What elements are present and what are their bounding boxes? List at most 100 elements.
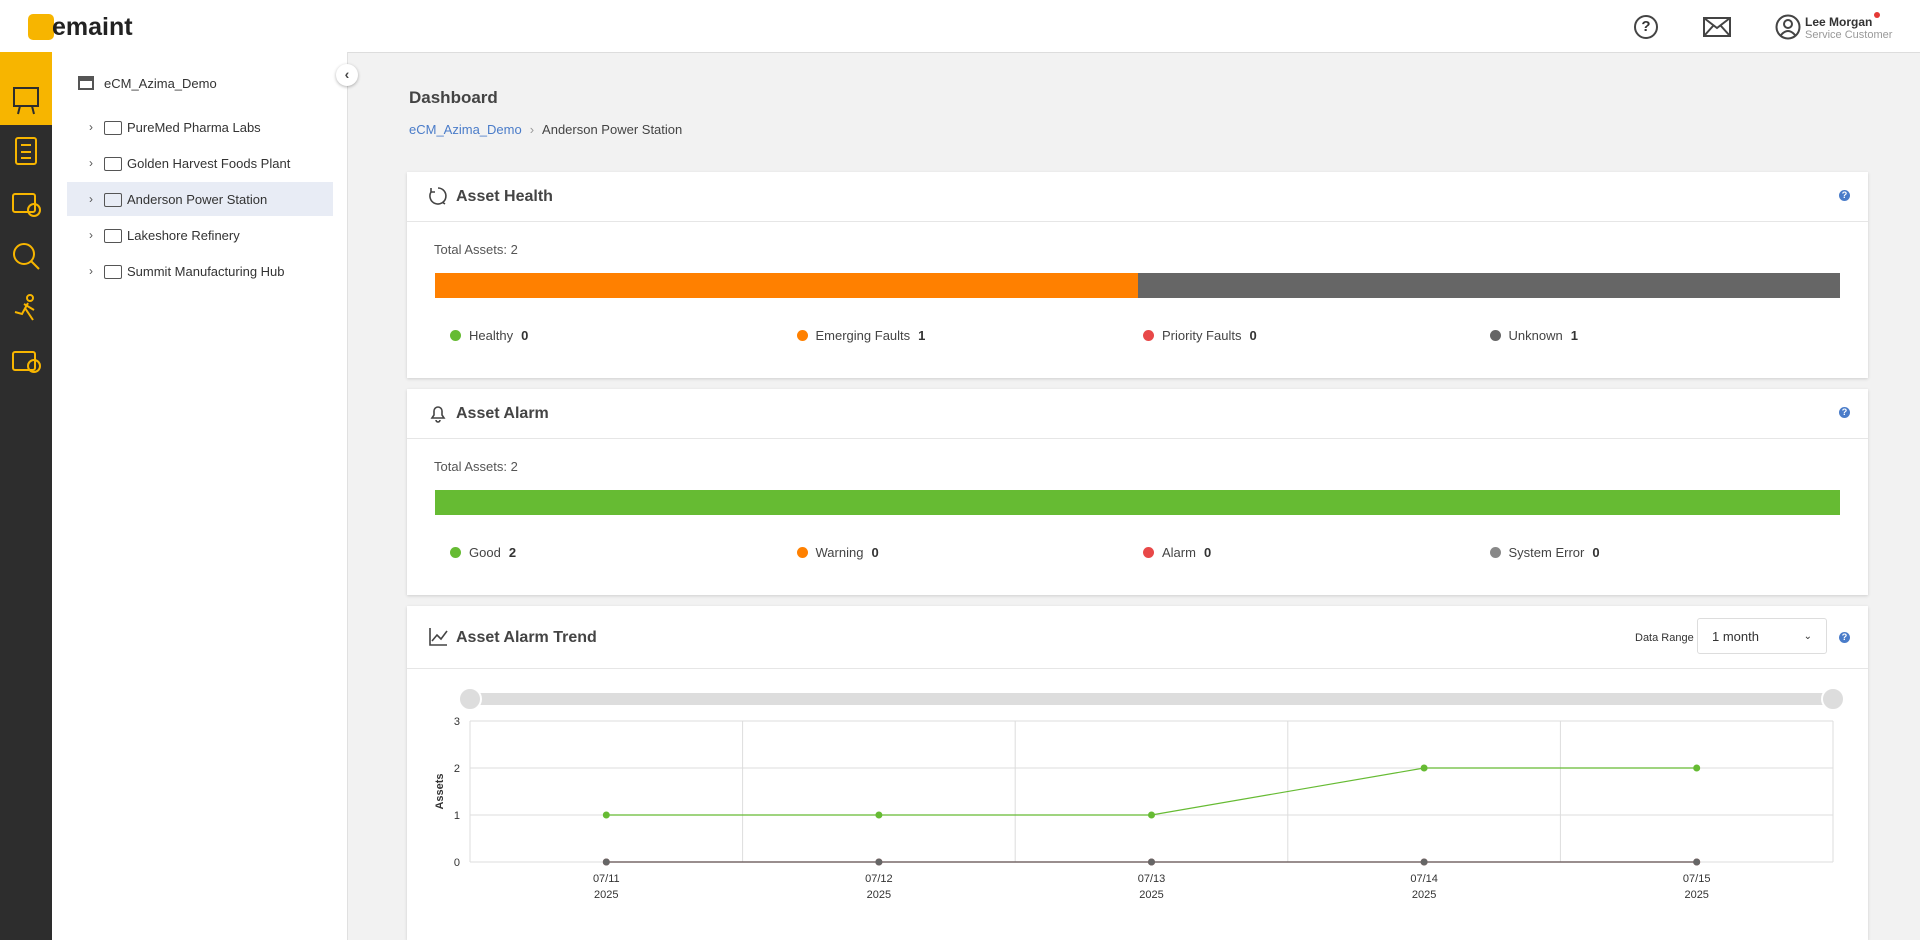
y-axis-title: Assets xyxy=(434,773,446,809)
user-role: Service Customer xyxy=(1805,29,1893,41)
total-value: 2 xyxy=(510,459,518,474)
data-point xyxy=(1148,811,1155,819)
panel-title: Asset Alarm xyxy=(456,405,549,422)
legend-item[interactable]: Emerging Faults 1 xyxy=(796,328,926,343)
y-tick-label: 3 xyxy=(454,716,460,728)
data-point xyxy=(1693,764,1701,772)
tree-item[interactable]: Lakeshore Refinery xyxy=(127,228,240,243)
x-tick-year: 2025 xyxy=(1139,889,1163,901)
y-tick-label: 0 xyxy=(454,857,460,869)
total-label: Total Assets: xyxy=(434,459,507,474)
notification-dot xyxy=(1874,12,1880,18)
page-title: Dashboard xyxy=(409,88,498,107)
legend-label: Emerging Faults xyxy=(815,328,911,343)
user-name[interactable]: Lee Morgan xyxy=(1805,15,1873,29)
trend-icon xyxy=(429,628,448,646)
panel-title: Asset Alarm Trend xyxy=(456,629,597,646)
tree-root-icon xyxy=(78,76,94,90)
range-slider[interactable] xyxy=(470,693,1833,705)
panel-header xyxy=(407,172,1868,222)
bar-segment xyxy=(1137,273,1840,298)
legend-dot xyxy=(450,330,461,341)
panel-icon xyxy=(428,186,448,206)
legend-count: 1 xyxy=(918,328,926,343)
range-label: Data Range xyxy=(1635,632,1694,644)
data-point xyxy=(602,811,610,819)
legend-label: Warning xyxy=(815,545,864,560)
help-icon[interactable]: ? xyxy=(1839,632,1850,643)
folder-icon xyxy=(104,265,122,279)
tree-item[interactable]: Summit Manufacturing Hub xyxy=(127,264,285,279)
legend-item[interactable]: Priority Faults 0 xyxy=(1143,328,1257,343)
legend-dot xyxy=(796,547,808,558)
collapse-button[interactable]: ‹ xyxy=(336,64,358,86)
legend-count: 0 xyxy=(1249,328,1257,343)
help-icon[interactable]: ? xyxy=(1839,190,1850,201)
x-tick-year: 2025 xyxy=(867,889,891,901)
legend-count: 2 xyxy=(508,545,517,560)
stacked-bar xyxy=(435,273,1840,298)
top-bar: emaint ? Lee Morgan Service Customer xyxy=(0,0,1920,53)
help-icon[interactable]: ? xyxy=(1839,407,1850,418)
total-assets: Total Assets: 2 xyxy=(434,459,518,474)
legend-item[interactable]: Healthy 0 xyxy=(450,328,528,343)
mail-button[interactable] xyxy=(1703,17,1731,37)
legend-count: 0 xyxy=(521,328,529,343)
legend-count: 0 xyxy=(1203,545,1212,560)
x-tick-label: 07/11 xyxy=(593,873,620,885)
data-point xyxy=(1420,858,1428,866)
tree-item[interactable]: PureMed Pharma Labs xyxy=(127,120,261,135)
tree-panel: eCM_Azima_Demo › PureMed Pharma Labs › Golde… xyxy=(52,52,348,940)
stacked-bar xyxy=(435,490,1840,515)
range-select[interactable]: 1 month ⌄ xyxy=(1697,618,1827,654)
x-tick-year: 2025 xyxy=(594,889,618,901)
bar-segment xyxy=(435,273,1138,298)
x-tick-label: 07/15 xyxy=(1683,873,1711,885)
tree-chevron: › xyxy=(89,156,93,170)
range-value: 1 month xyxy=(1712,629,1759,644)
data-point xyxy=(875,858,883,866)
logo[interactable]: emaint xyxy=(52,13,133,41)
legend-dot xyxy=(1143,330,1154,341)
slider-handle[interactable] xyxy=(458,687,482,711)
logo-icon xyxy=(28,14,54,40)
folder-icon xyxy=(104,121,122,135)
legend-dot xyxy=(1489,330,1501,341)
breadcrumb-current: Anderson Power Station xyxy=(542,122,683,137)
bar-segment xyxy=(435,490,1840,515)
tree-item[interactable]: Golden Harvest Foods Plant xyxy=(127,156,291,171)
tree-chevron: › xyxy=(89,264,93,278)
total-assets: Total Assets: 2 xyxy=(434,242,518,257)
tree-selection xyxy=(67,182,333,216)
legend-item[interactable]: Unknown 1 xyxy=(1489,328,1578,343)
data-point xyxy=(1148,858,1155,866)
y-tick-label: 2 xyxy=(454,763,460,775)
tree-root[interactable]: eCM_Azima_Demo xyxy=(104,76,217,91)
data-point xyxy=(1420,764,1428,772)
legend-label: System Error xyxy=(1508,545,1585,560)
x-tick-label: 07/14 xyxy=(1410,873,1438,885)
legend-dot xyxy=(450,547,461,558)
legend-item[interactable]: Good 2 xyxy=(450,545,516,560)
slider-handle[interactable] xyxy=(1821,687,1845,711)
x-tick-year: 2025 xyxy=(1412,889,1436,901)
panel-header xyxy=(407,389,1868,439)
user-icon[interactable] xyxy=(1775,14,1801,40)
legend-dot xyxy=(1489,547,1501,558)
legend-label: Good xyxy=(469,545,501,560)
panel-header xyxy=(407,606,1868,669)
legend-label: Healthy xyxy=(469,328,514,343)
legend-item[interactable]: System Error 0 xyxy=(1489,545,1600,560)
help-button[interactable]: ? xyxy=(1634,15,1658,39)
tree-item[interactable]: Anderson Power Station xyxy=(127,192,268,207)
legend-label: Unknown xyxy=(1508,328,1563,343)
legend-item[interactable]: Warning 0 xyxy=(796,545,879,560)
legend-count: 0 xyxy=(871,545,879,560)
folder-icon xyxy=(104,193,122,207)
legend-item[interactable]: Alarm 0 xyxy=(1143,545,1211,560)
x-tick-label: 07/12 xyxy=(865,873,893,885)
health-panel: Asset Health? Total Assets: 2 Healthy 0 Emer… xyxy=(407,172,1868,378)
folder-icon xyxy=(104,229,122,243)
breadcrumb-link[interactable]: eCM_Azima_Demo xyxy=(409,122,522,137)
data-point xyxy=(875,811,883,819)
